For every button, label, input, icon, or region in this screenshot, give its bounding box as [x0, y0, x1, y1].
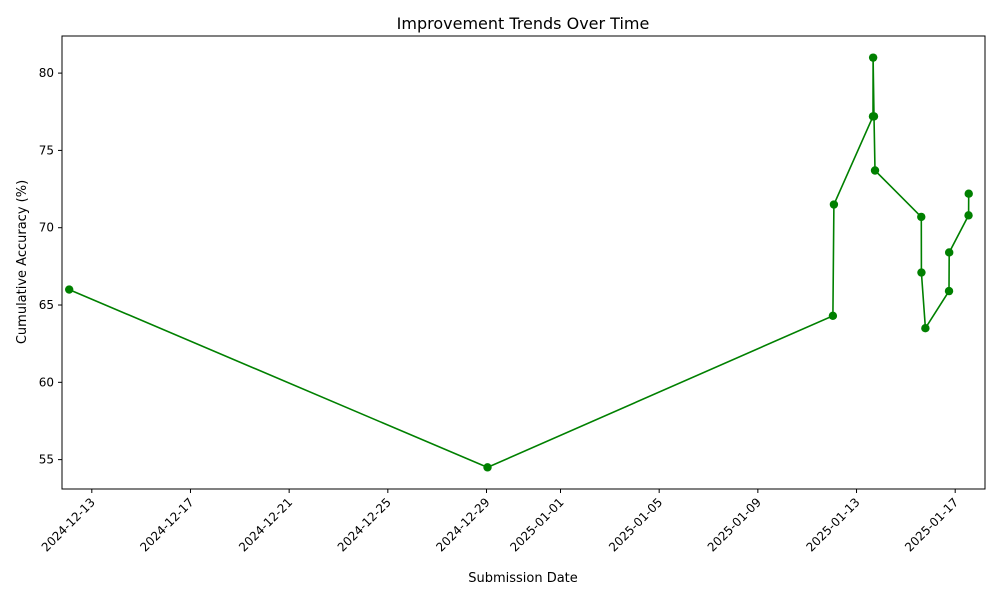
x-tick-label: 2024-12-13: [39, 495, 98, 554]
y-tick-label: 75: [39, 143, 54, 157]
data-point: [964, 189, 973, 198]
data-point: [868, 53, 878, 62]
x-axis-label: Submission Date: [468, 571, 578, 586]
x-tick-label: 2025-01-01: [507, 495, 566, 554]
series: [64, 53, 973, 472]
data-point: [944, 286, 954, 296]
x-tick-label: 2025-01-13: [803, 495, 862, 554]
x-tick-label: 2024-12-21: [236, 495, 295, 554]
x-tick-label: 2025-01-05: [606, 495, 665, 554]
x-tick-label: 2025-01-17: [902, 495, 961, 554]
data-point: [921, 324, 930, 333]
y-tick-label: 55: [39, 453, 54, 467]
data-point: [828, 311, 838, 321]
axes: [61, 35, 986, 490]
data-point: [964, 211, 973, 220]
plot-frame: [61, 35, 986, 490]
data-point: [483, 463, 492, 472]
y-tick-label: 65: [39, 298, 54, 312]
chart-title: Improvement Trends Over Time: [397, 14, 650, 33]
data-point: [64, 285, 74, 294]
data-point: [829, 200, 839, 209]
x-tick-label: 2025-01-09: [705, 495, 764, 554]
data-point: [870, 166, 880, 175]
data-point: [917, 268, 926, 277]
x-tick-label: 2024-12-17: [137, 495, 196, 554]
data-point: [944, 248, 954, 257]
y-tick-label: 60: [39, 375, 54, 389]
data-point: [917, 212, 926, 222]
y-axis-ticks: 55 60 65 70 75 80: [39, 66, 62, 467]
x-tick-label: 2024-12-29: [433, 495, 492, 554]
y-tick-label: 80: [39, 66, 54, 80]
x-tick-label: 2024-12-25: [335, 495, 394, 554]
x-axis-ticks: 2024-12-13 2024-12-17 2024-12-21 2024-12-25…: [39, 489, 961, 554]
y-axis-label: Cumulative Accuracy (%): [15, 180, 30, 344]
data-point: [869, 112, 879, 121]
series-line: [68, 57, 970, 469]
y-tick-label: 70: [39, 221, 54, 235]
